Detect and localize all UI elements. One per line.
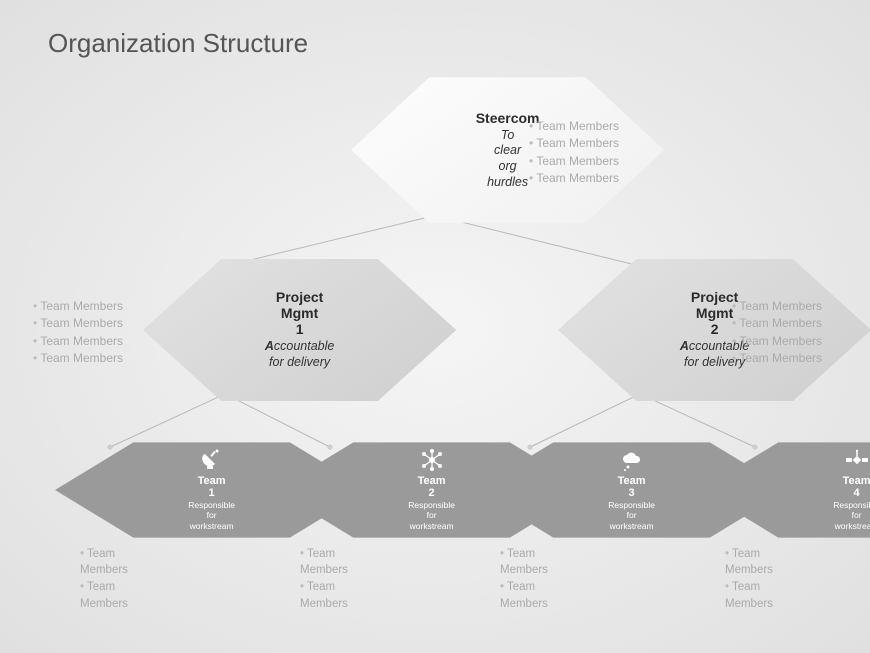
bullets-pm1: Team MembersTeam MembersTeam MembersTeam… [33,298,123,368]
bullets-steercom: Team MembersTeam MembersTeam MembersTeam… [529,118,619,188]
edge-pm2-team3 [530,394,640,447]
leaf-subtitle: Responsible for workstream [833,500,870,531]
bullets-pm2: Team MembersTeam MembersTeam MembersTeam… [732,298,822,368]
satellite-icon [846,449,868,471]
edge-pm1-team2 [225,394,330,447]
bullet-item: Team Members [732,315,822,332]
bullet-item: Team Members [529,170,619,187]
bullet-item: TeamMembers [500,579,548,612]
leaf-title: Team 4 [843,475,870,499]
edge-root-pm1 [225,215,435,266]
page-title: Organization Structure [48,28,308,59]
leaf-subtitle: Responsible for workstream [408,500,455,531]
edge-pm1-team1 [110,394,225,447]
bullet-item: Team Members [529,118,619,135]
cloud-icon [621,449,643,471]
bullets-team3: TeamMembersTeamMembers [500,546,548,613]
dish-icon [201,449,223,471]
bullet-item: Team Members [529,153,619,170]
bullet-item: Team Members [33,315,123,332]
leaf-subtitle: Responsible for workstream [188,500,235,531]
connector-dot [108,445,112,449]
hex-project-mgmt-2: Project Mgmt 2 Accountable for delivery [558,259,870,401]
bullet-item: TeamMembers [300,579,348,612]
hex-subtitle: Accountable for delivery [265,339,335,370]
bullet-item: TeamMembers [300,546,348,579]
bullet-item: TeamMembers [725,546,773,579]
edge-root-pm2 [435,215,640,266]
bullet-item: TeamMembers [500,546,548,579]
bullet-item: Team Members [529,135,619,152]
bullets-team2: TeamMembersTeamMembers [300,546,348,613]
hex-project-mgmt-1: Project Mgmt 1 Accountable for delivery [143,259,456,401]
bullet-item: Team Members [732,333,822,350]
connector-dot [528,445,532,449]
leaf-title: Team 3 [618,475,646,499]
leaf-title: Team 2 [418,475,446,499]
network-icon [421,449,443,471]
bullet-item: Team Members [33,350,123,367]
leaf-subtitle: Responsible for workstream [608,500,655,531]
hex-subtitle: To clear org hurdles [487,128,528,191]
bullet-item: Team Members [33,298,123,315]
connector-dot [328,445,332,449]
bullet-item: TeamMembers [80,546,128,579]
bullet-item: Team Members [33,333,123,350]
bullet-item: Team Members [732,298,822,315]
edge-pm2-team4 [640,394,755,447]
bullet-item: TeamMembers [80,579,128,612]
leaf-title: Team 1 [198,475,226,499]
bullet-item: TeamMembers [725,579,773,612]
hex-title: Project Mgmt 1 [276,289,323,337]
connector-dot [753,445,757,449]
bullets-team1: TeamMembersTeamMembers [80,546,128,613]
bullets-team4: TeamMembersTeamMembers [725,546,773,613]
bullet-item: Team Members [732,350,822,367]
